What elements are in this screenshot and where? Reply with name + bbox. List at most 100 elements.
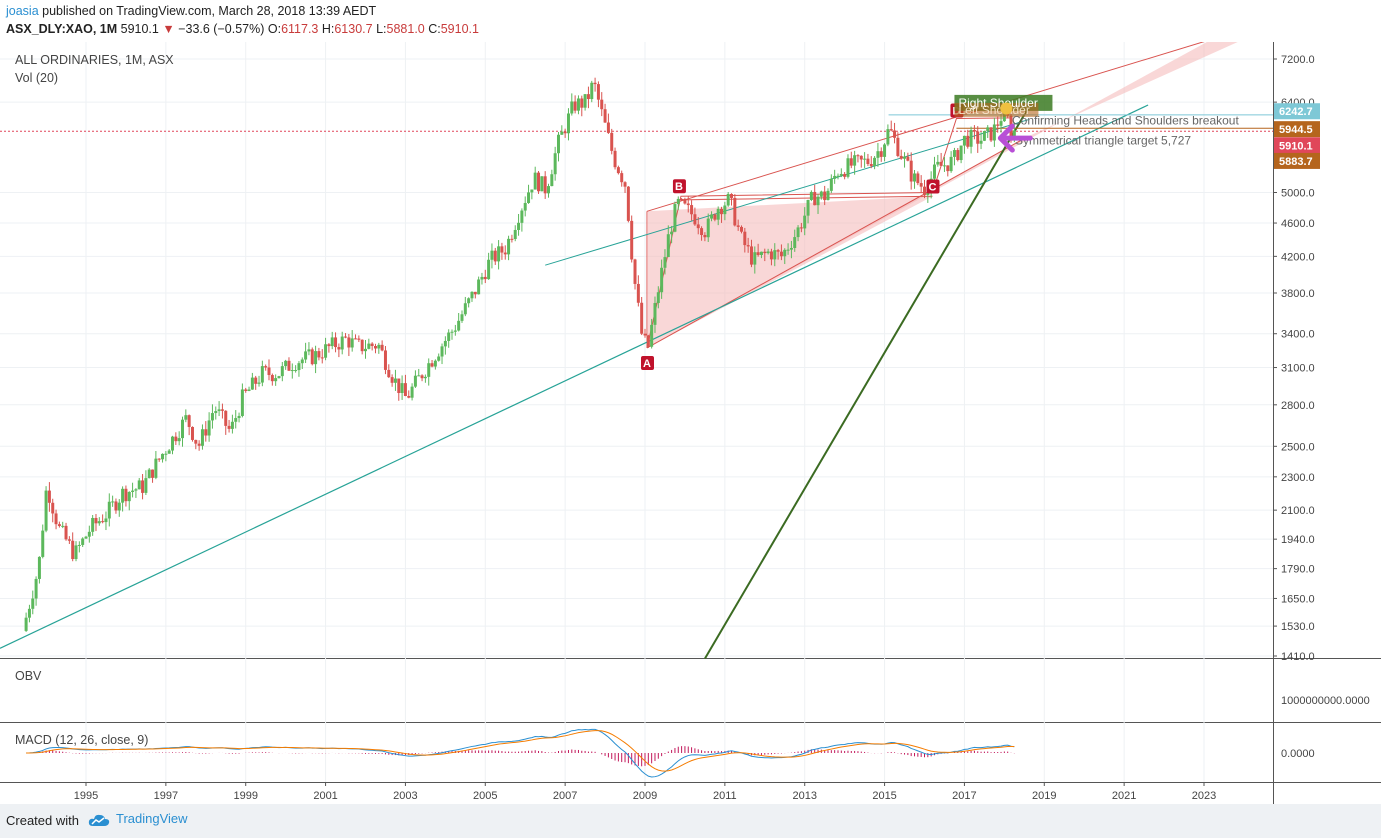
candle-up bbox=[74, 545, 78, 560]
y-tick-label: 3800.0 bbox=[1281, 288, 1315, 300]
x-tick-label: 2021 bbox=[1112, 790, 1136, 802]
candle-up bbox=[766, 251, 770, 254]
x-tick-label: 2017 bbox=[952, 790, 976, 802]
candle-up bbox=[726, 193, 730, 206]
candle-up bbox=[44, 490, 48, 531]
candle-up bbox=[41, 530, 45, 557]
candle-down bbox=[989, 127, 993, 141]
left-shoulder-label: Left Shoulder bbox=[958, 103, 1029, 117]
pattern-point-label: C bbox=[929, 182, 937, 194]
candle-up bbox=[533, 172, 537, 190]
candle-up bbox=[839, 173, 843, 176]
candle-up bbox=[979, 140, 983, 144]
candle-up bbox=[660, 267, 664, 293]
signal-line bbox=[26, 730, 1015, 772]
candle-down bbox=[606, 122, 610, 133]
candle-down bbox=[966, 135, 970, 147]
close-label: C: bbox=[428, 22, 441, 36]
x-tick-label: 2007 bbox=[553, 790, 577, 802]
price-badge-label: 5910.1 bbox=[1279, 140, 1313, 152]
candle-down bbox=[813, 191, 817, 206]
candle-down bbox=[287, 360, 291, 371]
candle-up bbox=[37, 556, 41, 579]
y-tick-label: 1410.0 bbox=[1281, 651, 1315, 663]
candle-up bbox=[121, 488, 125, 503]
candle-up bbox=[786, 249, 790, 251]
candle-down bbox=[763, 251, 767, 254]
candle-down bbox=[267, 367, 271, 376]
candle-up bbox=[131, 490, 135, 492]
tradingview-link[interactable]: TradingView bbox=[88, 811, 188, 827]
candle-up bbox=[873, 157, 877, 167]
candle-down bbox=[843, 173, 847, 177]
candles bbox=[24, 77, 1016, 632]
macd-line bbox=[26, 728, 1015, 778]
candle-down bbox=[646, 335, 650, 347]
candle-up bbox=[297, 363, 301, 371]
candle-up bbox=[447, 332, 451, 341]
candle-down bbox=[124, 488, 128, 502]
candle-up bbox=[200, 429, 204, 446]
candle-down bbox=[57, 524, 61, 526]
author-link[interactable]: joasia bbox=[6, 4, 39, 18]
candle-up bbox=[716, 208, 720, 220]
candle-up bbox=[670, 231, 674, 235]
candle-down bbox=[94, 517, 98, 524]
candle-down bbox=[403, 383, 407, 397]
pattern-point-B bbox=[672, 179, 686, 194]
candle-up bbox=[117, 502, 121, 511]
candle-up bbox=[819, 191, 823, 197]
candle-up bbox=[520, 210, 524, 223]
candle-up bbox=[949, 156, 953, 172]
candle-down bbox=[776, 250, 780, 252]
candle-up bbox=[556, 134, 560, 154]
candle-down bbox=[736, 225, 740, 227]
candle-up bbox=[87, 531, 91, 537]
candle-down bbox=[923, 186, 926, 195]
candle-up bbox=[936, 161, 940, 165]
candle-up bbox=[826, 190, 830, 201]
y-tick-label: 2300.0 bbox=[1281, 472, 1315, 484]
candle-up bbox=[161, 453, 165, 460]
candle-up bbox=[184, 415, 188, 420]
candle-down bbox=[197, 443, 201, 446]
candle-down bbox=[187, 415, 191, 427]
last-price: 5910.1 bbox=[120, 22, 159, 36]
candle-down bbox=[397, 378, 401, 393]
candle-up bbox=[154, 458, 158, 478]
long-term-trendline bbox=[0, 104, 1149, 649]
candle-up bbox=[367, 343, 371, 349]
candle-up bbox=[982, 130, 986, 141]
x-tick-label: 2011 bbox=[713, 790, 737, 802]
candle-down bbox=[190, 426, 194, 440]
candle-up bbox=[81, 538, 85, 545]
x-tick-label: 2003 bbox=[393, 790, 417, 802]
footer: Created with TradingView bbox=[0, 804, 1381, 838]
low-label: L: bbox=[376, 22, 387, 36]
price-badge-label: 5944.5 bbox=[1279, 124, 1313, 136]
candle-down bbox=[537, 172, 541, 192]
candle-up bbox=[789, 247, 793, 250]
candle-down bbox=[690, 205, 694, 215]
price-badge bbox=[1274, 121, 1320, 138]
pointer-arrow bbox=[997, 123, 1033, 153]
candle-up bbox=[294, 370, 298, 372]
price-badge-label: 5883.7 bbox=[1279, 156, 1313, 168]
candle-down bbox=[683, 198, 687, 204]
candle-down bbox=[879, 151, 883, 157]
candle-down bbox=[696, 224, 700, 229]
macd-plot bbox=[26, 728, 1015, 778]
y-tick-label: 7200.0 bbox=[1281, 54, 1315, 66]
candle-up bbox=[214, 411, 218, 414]
candle-down bbox=[383, 350, 387, 370]
candle-down bbox=[71, 540, 75, 560]
candle-down bbox=[616, 167, 620, 174]
candle-up bbox=[816, 196, 820, 206]
candle-down bbox=[600, 99, 604, 110]
candle-up bbox=[926, 193, 930, 195]
candle-down bbox=[114, 501, 118, 511]
candle-down bbox=[849, 158, 853, 166]
candle-up bbox=[913, 173, 917, 182]
candle-up bbox=[290, 370, 294, 372]
